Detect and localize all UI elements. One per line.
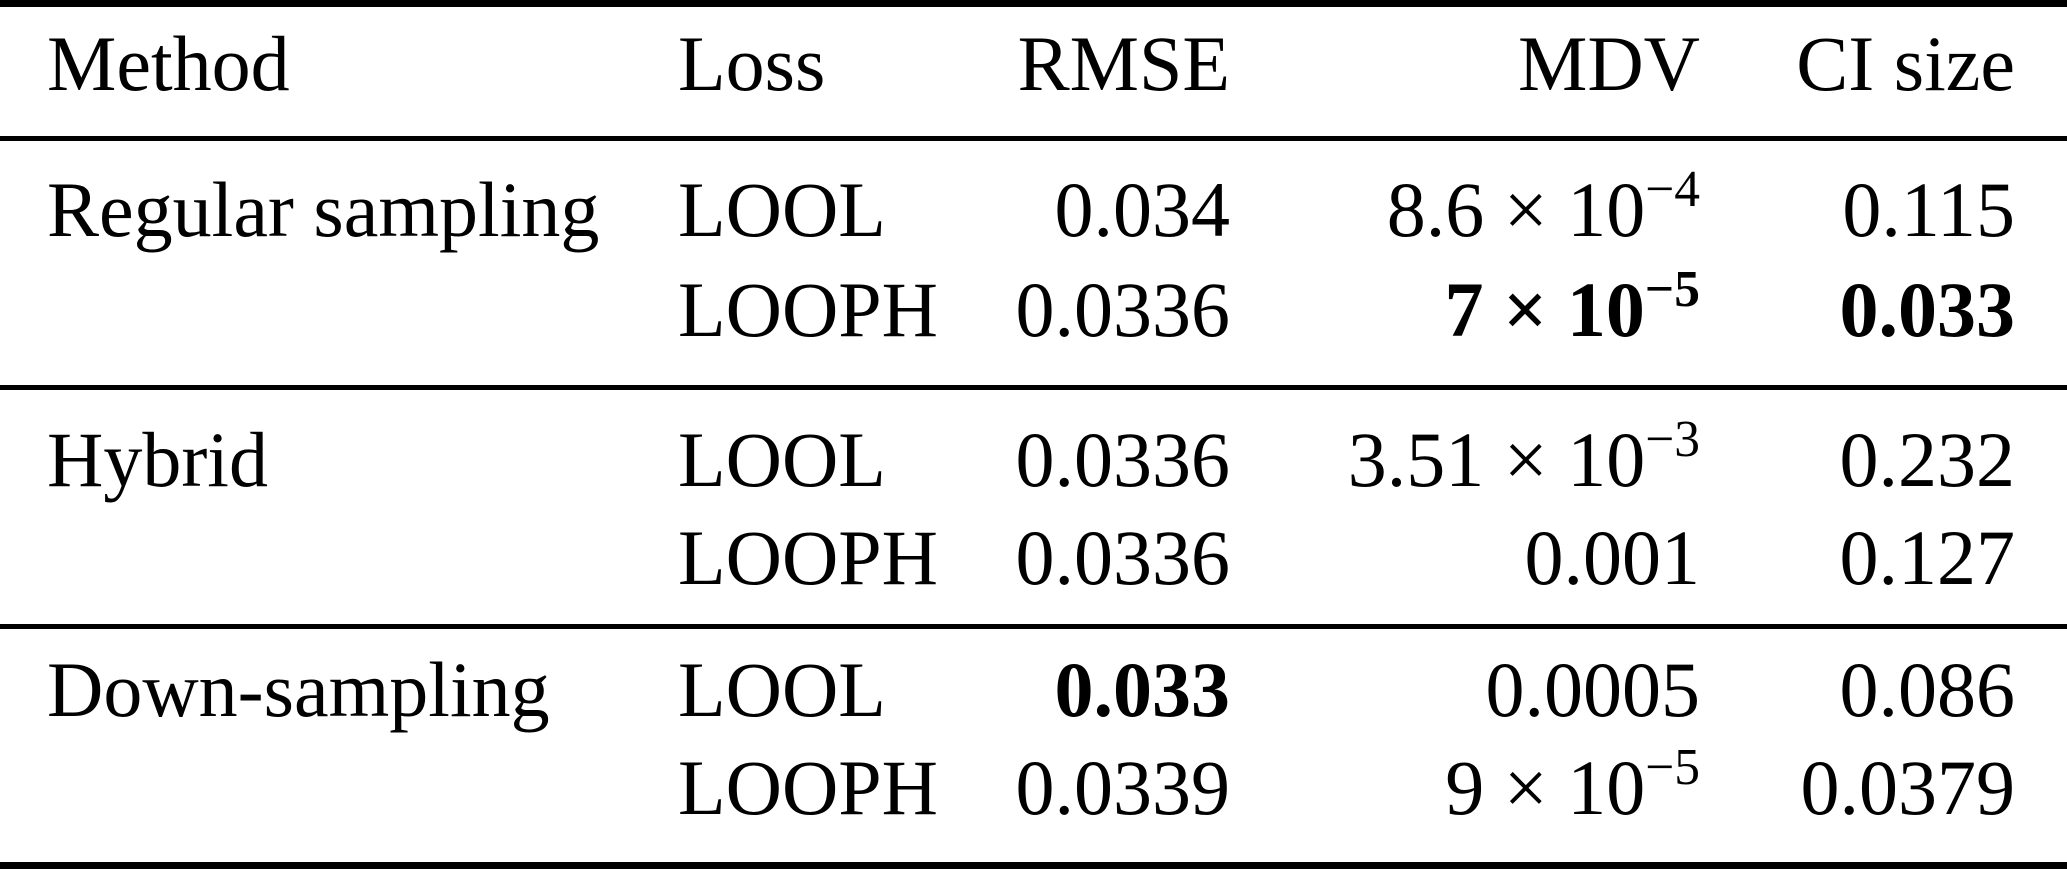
table-row: Regular sampling LOOL 0.034 8.6 × 10−4 0… [0, 160, 2067, 260]
cell-ci-size: 0.0379 [1800, 744, 2016, 831]
cell-rmse: 0.033 [1054, 646, 1231, 733]
mdv-mantissa: 9 × 10 [1445, 744, 1646, 831]
cell-rmse: 0.034 [1054, 166, 1231, 253]
column-header-method: Method [47, 20, 290, 107]
cell-ci-size: 0.033 [1839, 266, 2016, 353]
mdv-mantissa: 7 × 10 [1444, 266, 1645, 353]
table-header-row: Method Loss RMSE MDV CI size [0, 14, 2067, 114]
table-row: LOOPH 0.0336 7 × 10−5 0.033 [0, 260, 2067, 360]
table-midrule-1 [0, 385, 2067, 390]
cell-mdv: 8.6 × 10−4 [1300, 164, 1700, 249]
cell-mdv: 3.51 × 10−3 [1300, 414, 1700, 499]
table-top-rule [0, 0, 2067, 7]
mdv-mantissa: 8.6 × 10 [1386, 166, 1646, 253]
table-row: LOOPH 0.0336 0.001 0.127 [0, 508, 2067, 608]
table-midrule-2 [0, 624, 2067, 629]
cell-method: Regular sampling [47, 166, 600, 253]
cell-mdv: 9 × 10−5 [1300, 742, 1700, 827]
cell-mdv: 0.0005 [1300, 651, 1701, 729]
mdv-exponent: −5 [1645, 739, 1700, 797]
cell-ci-size: 0.232 [1839, 416, 2016, 503]
mdv-mantissa: 0.001 [1524, 514, 1701, 601]
mdv-exponent: −4 [1645, 161, 1700, 219]
cell-ci-size: 0.086 [1839, 646, 2016, 733]
column-header-rmse: RMSE [1017, 20, 1230, 107]
cell-mdv: 0.001 [1300, 519, 1701, 597]
cell-ci-size: 0.127 [1839, 514, 2016, 601]
cell-method: Hybrid [47, 416, 268, 503]
cell-rmse: 0.0339 [1015, 744, 1231, 831]
column-header-ci-size: CI size [1796, 20, 2015, 107]
column-header-loss: Loss [678, 20, 826, 107]
cell-loss: LOOPH [678, 266, 939, 353]
cell-loss: LOOL [678, 646, 886, 733]
cell-loss: LOOPH [678, 744, 939, 831]
cell-method: Down-sampling [47, 646, 550, 733]
table-header-rule [0, 136, 2067, 141]
table-row: Hybrid LOOL 0.0336 3.51 × 10−3 0.232 [0, 410, 2067, 510]
cell-rmse: 0.0336 [1015, 514, 1231, 601]
cell-rmse: 0.0336 [1015, 416, 1231, 503]
cell-rmse: 0.0336 [1015, 266, 1231, 353]
mdv-mantissa: 0.0005 [1485, 646, 1701, 733]
cell-loss: LOOL [678, 416, 886, 503]
mdv-exponent: −5 [1644, 261, 1700, 319]
table-bottom-rule [0, 862, 2067, 869]
mdv-exponent: −3 [1645, 411, 1700, 469]
column-header-mdv: MDV [1517, 20, 1700, 107]
cell-loss: LOOL [678, 166, 886, 253]
cell-mdv: 7 × 10−5 [1300, 264, 1700, 349]
cell-ci-size: 0.115 [1842, 166, 2015, 253]
mdv-mantissa: 3.51 × 10 [1347, 416, 1646, 503]
table-row: Down-sampling LOOL 0.033 0.0005 0.086 [0, 640, 2067, 740]
table-row: LOOPH 0.0339 9 × 10−5 0.0379 [0, 738, 2067, 838]
cell-loss: LOOPH [678, 514, 939, 601]
